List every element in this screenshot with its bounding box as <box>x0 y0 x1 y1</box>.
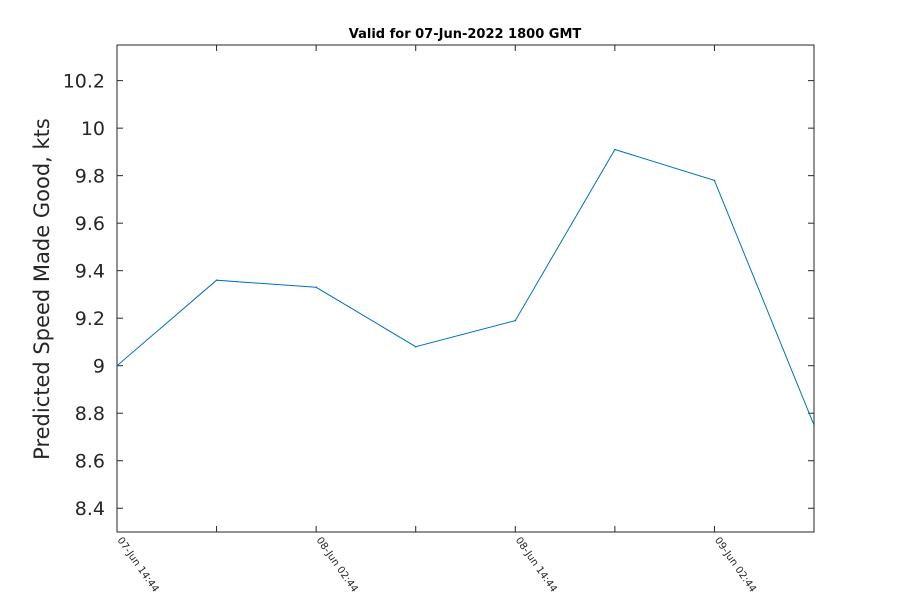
y-tick-label: 9 <box>93 356 105 378</box>
x-tick-label: 09-Jun 02:44 <box>712 535 758 594</box>
y-tick-label: 9.8 <box>75 166 105 188</box>
y-axis-label: Predicted Speed Made Good, kts <box>30 118 54 460</box>
y-tick-label: 8.6 <box>75 451 105 473</box>
x-tick-label: 08-Jun 02:44 <box>314 535 360 594</box>
y-tick-label: 8.4 <box>75 498 105 520</box>
y-tick-label: 9.6 <box>75 213 105 235</box>
y-tick-label: 10 <box>81 118 105 140</box>
data-point <box>514 319 517 322</box>
data-point <box>315 286 317 289</box>
y-tick-label: 9.2 <box>75 308 105 330</box>
y-axis: 8.4 8.6 8.8 9 9.2 9.4 9.6 9.8 10 10.2 <box>63 71 814 520</box>
y-tick-label: 9.4 <box>75 261 105 283</box>
data-point <box>614 148 616 151</box>
y-tick-label: 8.8 <box>75 403 105 425</box>
data-point <box>813 424 815 426</box>
plot-area <box>116 44 815 533</box>
chart-title: Valid for 07-Jun-2022 1800 GMT <box>349 27 582 42</box>
y-tick-label: 10.2 <box>63 71 105 93</box>
x-tick-label: 07-Jun 14:44 <box>115 535 161 594</box>
data-point <box>713 179 716 182</box>
x-tick-label: 08-Jun 14:44 <box>513 535 559 594</box>
series-group <box>116 148 815 426</box>
data-point <box>116 364 118 367</box>
data-point <box>414 345 417 348</box>
data-point <box>215 279 218 281</box>
series-line <box>116 148 815 426</box>
